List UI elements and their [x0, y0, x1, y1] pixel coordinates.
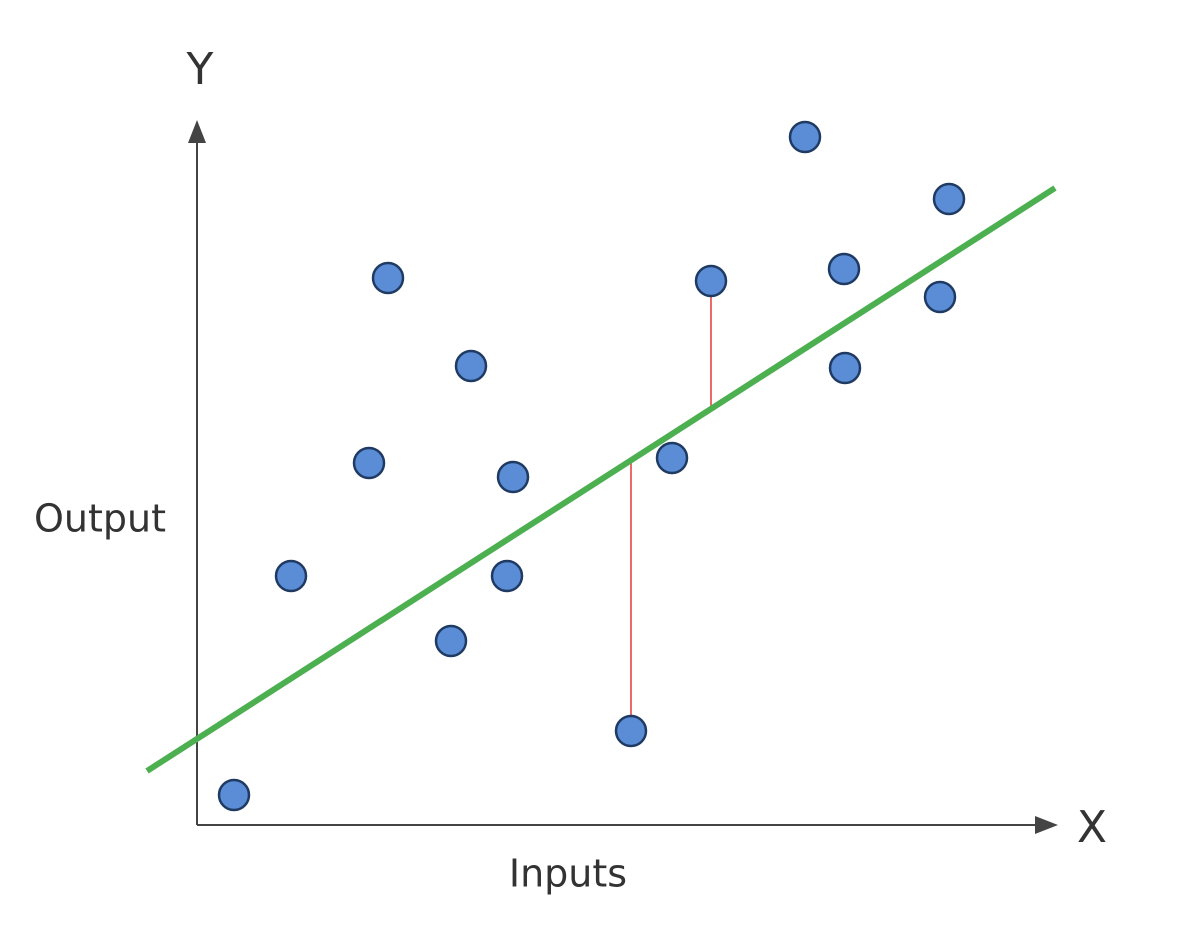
point: [788, 120, 822, 154]
x-arrow: [1035, 816, 1058, 834]
y-label: Output: [34, 497, 166, 541]
point: [371, 261, 405, 295]
point: [655, 441, 689, 475]
x-label: Inputs: [509, 852, 627, 896]
y-arrow: [188, 120, 206, 143]
point: [827, 252, 861, 286]
point: [496, 460, 530, 494]
point: [434, 624, 468, 658]
point: [614, 714, 648, 748]
regression-line: [145, 185, 1057, 774]
y-symbol: Y: [186, 44, 214, 95]
point: [923, 280, 957, 314]
point: [217, 778, 251, 812]
x-symbol: X: [1077, 802, 1107, 853]
point: [274, 559, 308, 593]
point: [352, 446, 386, 480]
point: [828, 351, 862, 385]
point: [932, 182, 966, 216]
point: [490, 559, 524, 593]
point: [694, 264, 728, 298]
data-points: [217, 120, 966, 812]
point: [454, 349, 488, 383]
